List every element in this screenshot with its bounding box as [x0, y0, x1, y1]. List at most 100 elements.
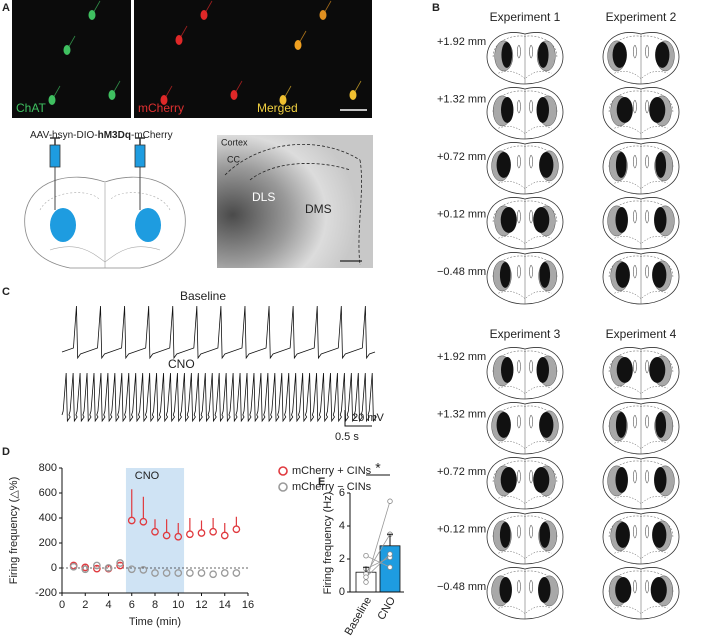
spread-black [615, 466, 628, 493]
section-ventral [498, 496, 552, 504]
region-label: DLS [252, 190, 275, 204]
level-label: +1.92 mm [437, 351, 486, 363]
ventricle [633, 264, 637, 279]
ventricle [517, 579, 521, 594]
spread-black [652, 521, 667, 548]
ventricle [529, 359, 533, 374]
experiment-title: Experiment 4 [606, 327, 677, 341]
level-label: +1.32 mm [437, 93, 486, 105]
y-tick-label: 600 [39, 487, 57, 499]
data-point [232, 569, 241, 577]
spread-black [615, 521, 630, 548]
ventricle [517, 264, 521, 279]
virus-label: AAV-hsyn-DIO-hM3Dq-mCherry [30, 130, 173, 141]
ventricle [529, 154, 533, 169]
data-point [186, 569, 194, 577]
y-tick-label: 0 [51, 562, 57, 574]
legend-label: mCherry − CINs [292, 481, 372, 493]
injection-site [135, 208, 161, 242]
spread-black [615, 151, 627, 178]
spread-black [501, 96, 514, 123]
level-label: +1.32 mm [437, 408, 486, 420]
ventricle [529, 469, 533, 484]
spread-black [615, 576, 632, 603]
y-tick-label: -200 [35, 587, 57, 599]
section-ventral [614, 291, 668, 299]
section-ventral [498, 606, 552, 614]
trace-label: Baseline [180, 289, 226, 303]
legend-symbol [278, 466, 288, 476]
channel-label: Merged [257, 101, 298, 115]
spread-black [615, 261, 630, 288]
syringe [134, 144, 146, 168]
data-point [220, 569, 229, 577]
data-point [139, 517, 148, 526]
data-point [151, 527, 159, 536]
section-ventral [614, 71, 668, 79]
shade-label: CNO [135, 470, 160, 482]
subject-point [387, 564, 393, 570]
ventricle [517, 469, 521, 484]
section-ventral [614, 181, 668, 189]
data-point [186, 530, 194, 539]
pair-line [365, 555, 391, 568]
spread-black [533, 466, 550, 493]
ventricle [633, 524, 637, 539]
spread-black [500, 206, 517, 233]
data-point [174, 569, 183, 577]
spread-black [539, 521, 551, 548]
spread-black [616, 96, 633, 123]
neurite [178, 25, 188, 41]
ventricle [645, 359, 649, 374]
pair-line [365, 556, 391, 570]
level-label: +0.12 mm [437, 523, 486, 535]
spread-black [533, 206, 550, 233]
ventricle [529, 414, 533, 429]
data-point [162, 569, 171, 577]
spread-black [616, 356, 633, 383]
data-point [139, 566, 148, 574]
section-ventral [614, 236, 668, 244]
ventricle [633, 44, 637, 59]
panel-label: C [2, 286, 10, 298]
pair-line [365, 501, 391, 583]
panel-label: D [2, 446, 10, 458]
section-ventral [498, 551, 552, 559]
subject-point [387, 551, 393, 557]
spread-black [496, 411, 511, 438]
section-ventral [498, 236, 552, 244]
ventricle [645, 209, 649, 224]
boundary [224, 144, 362, 266]
virus-part: hM3Dq [98, 130, 131, 141]
x-tick-label: 8 [152, 599, 158, 611]
data-point [116, 559, 124, 567]
ventral [49, 246, 161, 263]
data-point [127, 565, 136, 574]
section-ventral [498, 71, 552, 79]
neurite [203, 0, 213, 16]
section-ventral [498, 386, 552, 394]
x-tick-label: 16 [242, 599, 254, 611]
spread-black [499, 521, 511, 548]
neurite [322, 0, 332, 16]
level-label: −0.48 mm [437, 581, 486, 593]
section-ventral [498, 441, 552, 449]
data-point [220, 531, 229, 540]
ventricle [633, 154, 637, 169]
spread-black [612, 41, 627, 68]
ventricle [633, 359, 637, 374]
section-ventral [614, 126, 668, 134]
experiment-title: Experiment 1 [490, 10, 561, 24]
spread-black [649, 356, 666, 383]
x-tick-label: Baseline [343, 595, 374, 637]
shade [125, 468, 185, 593]
neurite [111, 80, 121, 96]
ventricle [645, 99, 649, 114]
data-point [162, 531, 171, 540]
injection-site [50, 208, 76, 242]
ventricle [645, 264, 649, 279]
ventricle [633, 414, 637, 429]
y-tick-label: 400 [39, 512, 57, 524]
data-point [93, 564, 101, 573]
neurite [51, 85, 61, 101]
